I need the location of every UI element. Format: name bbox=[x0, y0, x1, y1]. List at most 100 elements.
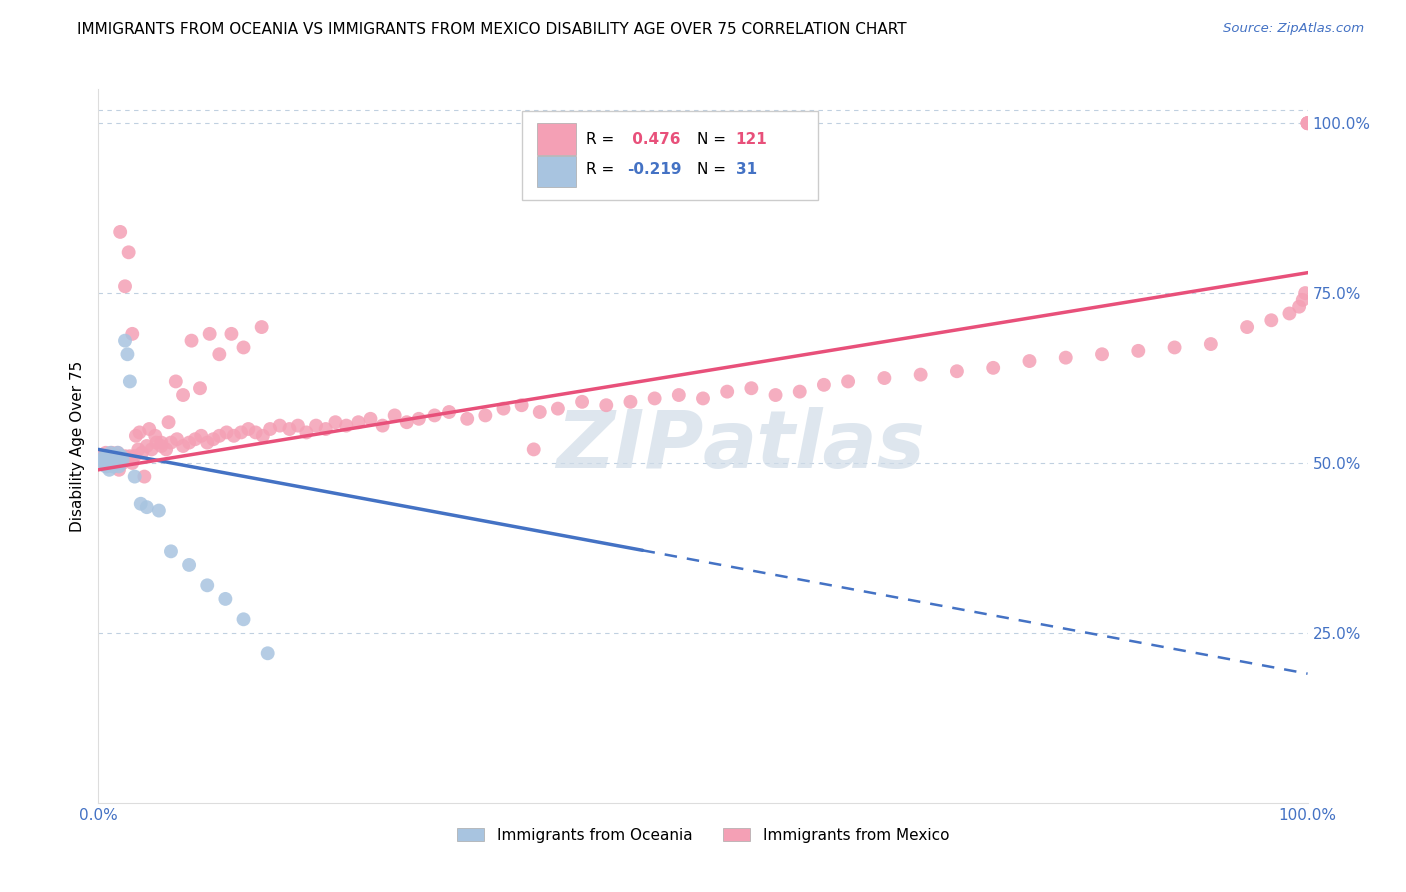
Point bbox=[692, 392, 714, 406]
Point bbox=[91, 452, 114, 467]
Point bbox=[347, 415, 370, 429]
Point bbox=[117, 347, 139, 361]
Point bbox=[124, 469, 146, 483]
Point bbox=[110, 449, 132, 463]
Point bbox=[740, 381, 762, 395]
Point bbox=[1260, 313, 1282, 327]
Point bbox=[222, 429, 245, 443]
Point bbox=[644, 392, 666, 406]
Point bbox=[108, 463, 131, 477]
Point bbox=[118, 245, 141, 260]
Point bbox=[121, 326, 143, 341]
Point bbox=[946, 364, 969, 378]
Text: Source: ZipAtlas.com: Source: ZipAtlas.com bbox=[1223, 22, 1364, 36]
Point bbox=[157, 415, 180, 429]
Point bbox=[93, 449, 115, 463]
Point bbox=[101, 459, 124, 474]
Point bbox=[252, 429, 274, 443]
Point bbox=[108, 459, 131, 474]
Point bbox=[138, 422, 160, 436]
Point bbox=[215, 425, 238, 440]
Point bbox=[214, 591, 236, 606]
Point bbox=[529, 405, 551, 419]
Point bbox=[166, 432, 188, 446]
Point bbox=[107, 446, 129, 460]
Point bbox=[873, 371, 896, 385]
Point bbox=[150, 439, 173, 453]
Point bbox=[188, 381, 211, 395]
Point bbox=[104, 456, 127, 470]
Point bbox=[105, 456, 128, 470]
Point bbox=[395, 415, 418, 429]
Point bbox=[180, 334, 202, 348]
Point bbox=[129, 497, 152, 511]
Point bbox=[100, 446, 122, 460]
Point bbox=[423, 409, 446, 423]
Point bbox=[97, 456, 120, 470]
Point bbox=[91, 452, 114, 467]
Point bbox=[114, 279, 136, 293]
Text: -0.219: -0.219 bbox=[627, 162, 682, 178]
Point bbox=[238, 422, 260, 436]
Point bbox=[135, 500, 157, 515]
Point bbox=[256, 646, 278, 660]
Point bbox=[547, 401, 569, 416]
Point bbox=[94, 446, 117, 460]
Point bbox=[474, 409, 496, 423]
Point bbox=[910, 368, 932, 382]
Point bbox=[208, 347, 231, 361]
Point bbox=[1292, 293, 1315, 307]
Point bbox=[98, 452, 121, 467]
Point bbox=[145, 435, 167, 450]
Point bbox=[202, 432, 225, 446]
Point bbox=[118, 375, 141, 389]
Text: R =: R = bbox=[586, 132, 619, 146]
Point bbox=[172, 439, 194, 453]
Point bbox=[118, 449, 141, 463]
Point bbox=[135, 439, 157, 453]
Point bbox=[131, 446, 153, 460]
Point bbox=[101, 452, 124, 467]
Point bbox=[121, 456, 143, 470]
Point bbox=[287, 418, 309, 433]
Point bbox=[981, 360, 1004, 375]
Point bbox=[360, 412, 382, 426]
Point bbox=[110, 449, 132, 463]
Point bbox=[114, 449, 136, 463]
Text: R =: R = bbox=[586, 162, 619, 178]
Point bbox=[108, 452, 131, 467]
Point bbox=[837, 375, 859, 389]
Text: atlas: atlas bbox=[703, 407, 925, 485]
Point bbox=[325, 415, 347, 429]
Point bbox=[571, 394, 593, 409]
Point bbox=[97, 449, 120, 463]
Point bbox=[295, 425, 318, 440]
Point bbox=[134, 469, 156, 483]
Point bbox=[195, 435, 218, 450]
Point bbox=[100, 446, 122, 460]
Point bbox=[100, 452, 122, 467]
Point bbox=[103, 449, 125, 463]
FancyBboxPatch shape bbox=[537, 155, 576, 187]
Point bbox=[1199, 337, 1222, 351]
Point bbox=[668, 388, 690, 402]
Point bbox=[155, 442, 177, 457]
Point bbox=[148, 503, 170, 517]
Point bbox=[456, 412, 478, 426]
Point bbox=[160, 435, 183, 450]
Point bbox=[96, 449, 118, 463]
Point bbox=[160, 544, 183, 558]
Text: IMMIGRANTS FROM OCEANIA VS IMMIGRANTS FROM MEXICO DISABILITY AGE OVER 75 CORRELA: IMMIGRANTS FROM OCEANIA VS IMMIGRANTS FR… bbox=[77, 22, 907, 37]
Point bbox=[269, 418, 291, 433]
Point bbox=[619, 394, 641, 409]
Point bbox=[1296, 116, 1319, 130]
Point bbox=[510, 398, 533, 412]
Point bbox=[1296, 116, 1319, 130]
Point bbox=[91, 456, 114, 470]
Text: N =: N = bbox=[697, 162, 731, 178]
Point bbox=[184, 432, 207, 446]
Point bbox=[143, 429, 166, 443]
Point bbox=[1296, 116, 1319, 130]
Point bbox=[93, 456, 115, 470]
FancyBboxPatch shape bbox=[522, 111, 818, 200]
